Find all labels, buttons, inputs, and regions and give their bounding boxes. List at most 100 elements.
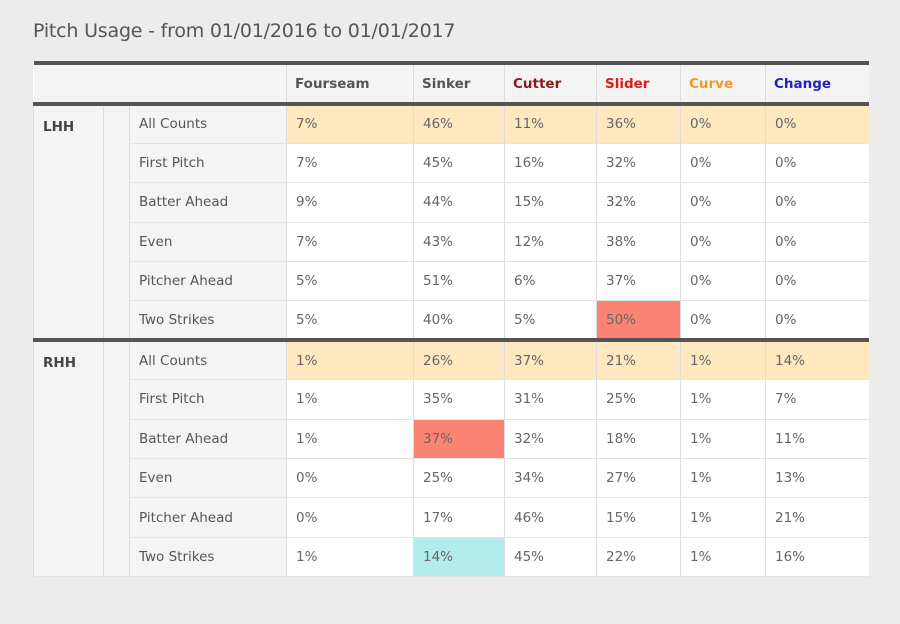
table-row: Batter Ahead 1% 37% 32% 18% 1% 11% [34,419,869,460]
value-cell-change: 14% [765,340,869,381]
value-cell-change: 0% [765,222,869,263]
value-cell-fourseam: 5% [286,300,414,341]
value-cell-change: 11% [765,419,869,460]
table-row: LHH All Counts 7% 46% 11% 36% 0% 0% [33,104,869,341]
value-cell-change: 0% [765,104,869,144]
table-row: Even 7% 43% 12% 38% 0% 0% [34,222,869,263]
header-blank [33,63,287,104]
table-body: LHH All Counts 7% 46% 11% 36% 0% 0% First Pitch 7… [33,104,869,578]
table-row: Pitcher Ahead 5% 51% 6% 37% 0% 0% [34,261,869,302]
column-header-change[interactable]: Change [765,63,869,104]
count-label: All Counts [129,340,287,381]
value-cell-fourseam: 0% [286,497,414,538]
value-cell-curve: 1% [680,537,766,578]
table-row: First Pitch 7% 45% 16% 32% 0% 0% [34,143,869,184]
value-cell-sinker: 14% [413,537,505,578]
value-cell-curve: 0% [680,104,766,144]
value-cell-fourseam: 1% [286,419,414,460]
table-row: Even 0% 25% 34% 27% 1% 13% [34,458,869,499]
value-cell-cutter: 5% [504,300,597,341]
count-label: Pitcher Ahead [129,497,287,538]
value-cell-sinker: 43% [413,222,505,263]
value-cell-change: 0% [765,300,869,341]
value-cell-change: 13% [765,458,869,499]
value-cell-slider: 25% [596,379,681,420]
value-cell-sinker: 37% [413,419,505,460]
value-cell-sinker: 46% [413,104,505,144]
value-cell-slider: 32% [596,182,681,223]
value-cell-sinker: 26% [413,340,505,381]
value-cell-change: 21% [765,497,869,538]
value-cell-curve: 0% [680,300,766,341]
value-cell-cutter: 32% [504,419,597,460]
value-cell-change: 16% [765,537,869,578]
value-cell-fourseam: 1% [286,537,414,578]
value-cell-sinker: 35% [413,379,505,420]
batter-hand-label: LHH [33,104,104,341]
value-cell-cutter: 37% [504,340,597,381]
value-cell-sinker: 25% [413,458,505,499]
value-cell-curve: 1% [680,458,766,499]
value-cell-sinker: 51% [413,261,505,302]
value-cell-slider: 22% [596,537,681,578]
column-header-curve[interactable]: Curve [680,63,766,104]
value-cell-cutter: 31% [504,379,597,420]
table-row: Two Strikes 5% 40% 5% 50% 0% 0% [34,300,869,341]
value-cell-cutter: 11% [504,104,597,144]
value-cell-slider: 15% [596,497,681,538]
count-label: Even [129,222,287,263]
value-cell-sinker: 45% [413,143,505,184]
value-cell-change: 0% [765,182,869,223]
value-cell-change: 0% [765,143,869,184]
count-label: Two Strikes [129,300,287,341]
value-cell-slider: 32% [596,143,681,184]
table-header-row: Fourseam Sinker Cutter Slider Curve Change [33,63,869,104]
value-cell-slider: 18% [596,419,681,460]
value-cell-fourseam: 9% [286,182,414,223]
table-row: Batter Ahead 9% 44% 15% 32% 0% 0% [34,182,869,223]
value-cell-sinker: 17% [413,497,505,538]
value-cell-change: 7% [765,379,869,420]
column-header-cutter[interactable]: Cutter [504,63,597,104]
value-cell-fourseam: 1% [286,379,414,420]
value-cell-sinker: 40% [413,300,505,341]
column-header-sinker[interactable]: Sinker [413,63,505,104]
value-cell-slider: 38% [596,222,681,263]
value-cell-slider: 37% [596,261,681,302]
count-label: Batter Ahead [129,182,287,223]
count-label: First Pitch [129,143,287,184]
value-cell-curve: 0% [680,143,766,184]
count-label: First Pitch [129,379,287,420]
value-cell-curve: 1% [680,497,766,538]
table-row: First Pitch 1% 35% 31% 25% 1% 7% [34,379,869,420]
spacer-column [103,340,130,578]
value-cell-change: 0% [765,261,869,302]
value-cell-cutter: 12% [504,222,597,263]
value-cell-fourseam: 7% [286,104,414,144]
table-row: RHH All Counts 1% 26% 37% 21% 1% 14% [33,340,869,578]
count-label: All Counts [129,104,287,144]
value-cell-fourseam: 0% [286,458,414,499]
value-cell-curve: 1% [680,419,766,460]
value-cell-cutter: 45% [504,537,597,578]
value-cell-slider: 27% [596,458,681,499]
table-row: Pitcher Ahead 0% 17% 46% 15% 1% 21% [34,497,869,538]
value-cell-cutter: 15% [504,182,597,223]
value-cell-slider: 21% [596,340,681,381]
value-cell-curve: 1% [680,340,766,381]
count-label: Pitcher Ahead [129,261,287,302]
page-title: Pitch Usage - from 01/01/2016 to 01/01/2… [33,20,456,42]
count-label: Batter Ahead [129,419,287,460]
count-label: Even [129,458,287,499]
batter-hand-label: RHH [33,340,104,578]
value-cell-curve: 0% [680,261,766,302]
value-cell-cutter: 16% [504,143,597,184]
value-cell-sinker: 44% [413,182,505,223]
column-header-slider[interactable]: Slider [596,63,681,104]
value-cell-cutter: 34% [504,458,597,499]
value-cell-cutter: 46% [504,497,597,538]
value-cell-fourseam: 7% [286,143,414,184]
column-header-fourseam[interactable]: Fourseam [286,63,414,104]
value-cell-curve: 0% [680,222,766,263]
value-cell-curve: 0% [680,182,766,223]
